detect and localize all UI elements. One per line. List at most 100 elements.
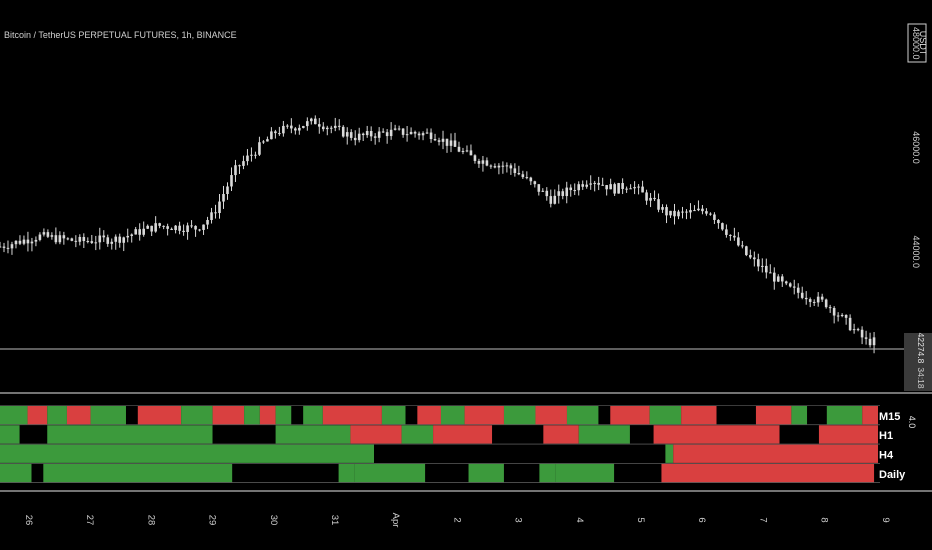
candle-body: [820, 296, 824, 300]
candle-body: [421, 133, 425, 136]
candle-body: [489, 165, 493, 167]
heatmap-cell: [19, 425, 48, 444]
candle-body: [665, 207, 668, 216]
candle-body: [657, 199, 660, 210]
candle-body: [709, 213, 712, 215]
heatmap-cell: [681, 406, 717, 425]
candle-body: [369, 131, 373, 137]
x-tick-label: 4: [574, 517, 585, 522]
heatmap-cell: [244, 406, 260, 425]
candle-body: [569, 187, 573, 191]
candle-body: [22, 239, 26, 244]
candle-body: [561, 191, 565, 197]
candle-body: [258, 142, 261, 155]
candle-body: [401, 128, 405, 135]
candle-body: [597, 182, 600, 185]
heatmap-cell: [653, 425, 780, 444]
candle-body: [34, 239, 38, 242]
candle-body: [441, 138, 445, 142]
heatmap-cell: [555, 463, 615, 483]
candle-body: [549, 196, 553, 204]
heatmap-cell: [0, 406, 28, 425]
candle-body: [290, 125, 293, 129]
candle-body: [649, 197, 652, 201]
candle-body: [146, 225, 149, 229]
heatmap-cell: [212, 406, 245, 425]
candle-body: [633, 187, 636, 189]
currency-badge: USDT: [907, 23, 928, 63]
candle-body: [274, 131, 277, 134]
y-tick-label: 46000.0: [911, 131, 921, 164]
candle-body: [170, 228, 173, 231]
heatmap-cell: [791, 406, 808, 425]
candle-body: [310, 118, 313, 122]
candle-body: [74, 240, 78, 242]
candle-body: [337, 125, 341, 127]
candle-body: [725, 229, 728, 235]
candle-body: [533, 181, 537, 185]
x-tick-label: 8: [819, 517, 830, 522]
candle-body: [605, 185, 608, 190]
candle-body: [214, 212, 217, 214]
x-tick-label: 31: [329, 515, 340, 526]
heatmap-cell: [275, 425, 351, 444]
candle-body: [126, 235, 130, 238]
heatmap-cell: [614, 463, 662, 483]
candle-body: [816, 296, 820, 303]
candle-body: [645, 192, 648, 201]
heatmap-cell: [90, 406, 126, 425]
heatmap-cell: [818, 425, 878, 444]
candle-body: [178, 225, 181, 231]
candle-body: [90, 241, 94, 243]
candle-body: [693, 210, 696, 212]
candle-body: [82, 236, 86, 242]
currency-badge-label: USDT: [918, 31, 928, 56]
x-tick-label: 26: [23, 515, 34, 526]
candle-body: [234, 165, 237, 176]
last-price-label: 42274.8: [916, 333, 926, 364]
candle-body: [804, 297, 808, 300]
candle-body: [433, 138, 437, 141]
candle-body: [254, 154, 257, 156]
heatmap-cell: [0, 463, 32, 483]
candle-body: [493, 166, 497, 168]
candle-body: [840, 314, 844, 317]
candle-body: [784, 281, 788, 284]
candle-body: [753, 257, 756, 260]
candle-body: [673, 210, 676, 217]
candle-body: [848, 317, 852, 331]
candle-body: [202, 224, 205, 230]
heatmap-cell: [47, 406, 67, 425]
candle-body: [333, 125, 337, 128]
heatmap-cell: [303, 406, 323, 425]
heatmap-cell: [610, 406, 650, 425]
candle-body: [158, 223, 161, 226]
candle-body: [162, 225, 165, 227]
candle-body: [469, 150, 473, 156]
candle-body: [429, 132, 433, 139]
candle-body: [70, 238, 74, 241]
candle-body: [186, 225, 189, 233]
candle-body: [808, 299, 812, 302]
candle-body: [226, 186, 229, 194]
candle-body: [321, 126, 325, 130]
candle-body: [697, 208, 700, 211]
candle-body: [409, 131, 413, 135]
candle-body: [788, 283, 792, 287]
candle-body: [286, 125, 289, 127]
candle-body: [589, 183, 592, 185]
candle-body: [134, 229, 137, 235]
candle-body: [577, 184, 581, 191]
heatmap-cell: [503, 406, 536, 425]
candle-body: [42, 232, 46, 235]
candle-body: [557, 191, 561, 196]
candle-body: [66, 238, 70, 240]
candle-body: [721, 223, 724, 230]
candle-body: [306, 121, 309, 127]
candle-body: [154, 223, 157, 232]
x-tick-label: 9: [880, 517, 891, 522]
heatmap-row-label: Daily: [879, 469, 906, 481]
heatmap-cell: [425, 463, 469, 483]
heatmap-cell: [492, 425, 544, 444]
heatmap-cell: [539, 463, 556, 483]
